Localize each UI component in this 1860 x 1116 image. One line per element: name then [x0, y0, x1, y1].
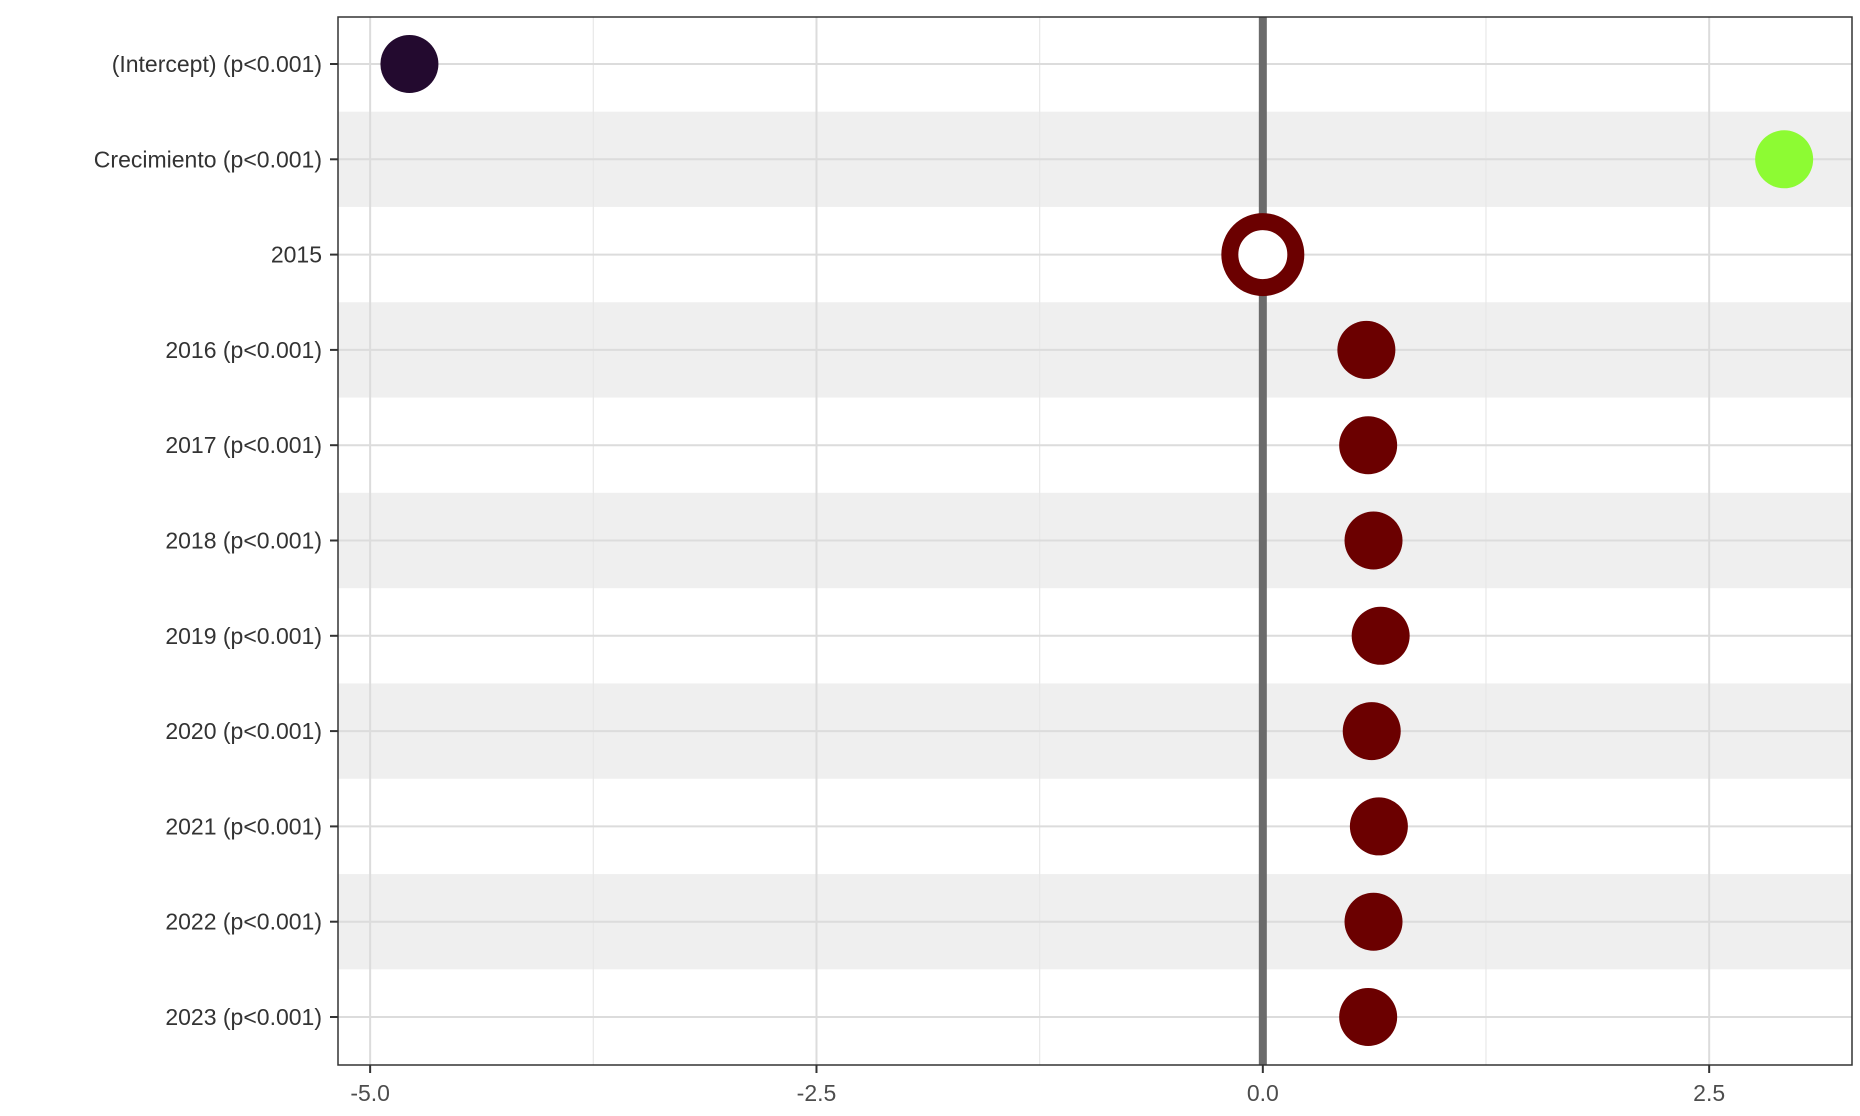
y-tick-label: 2023 (p<0.001)	[165, 1004, 322, 1030]
y-tick-label: (Intercept) (p<0.001)	[112, 51, 322, 77]
y-tick-label: 2017 (p<0.001)	[165, 432, 322, 458]
y-tick-label: 2020 (p<0.001)	[165, 718, 322, 744]
y-tick-label: 2015	[271, 242, 322, 268]
x-axis-labels: -5.0 -2.5 0.0 2.5	[350, 1065, 1725, 1106]
grid-lines	[338, 17, 1852, 1065]
x-tick-label: -5.0	[350, 1080, 390, 1106]
y-tick-label: 2019 (p<0.001)	[165, 623, 322, 649]
coefficient-point	[1337, 320, 1396, 379]
y-axis-labels: (Intercept) (p<0.001) Crecimiento (p<0.00…	[94, 51, 338, 1030]
coefficient-point	[1339, 988, 1398, 1046]
coefficient-point	[1755, 130, 1814, 189]
coefficient-point	[1344, 892, 1403, 951]
coefficient-point	[1342, 702, 1401, 761]
reference-level-point	[1221, 213, 1305, 297]
y-tick-label: 2021 (p<0.001)	[165, 813, 322, 839]
x-tick-label: 0.0	[1247, 1080, 1279, 1106]
coefficient-point	[1351, 606, 1410, 665]
y-tick-label: Crecimiento (p<0.001)	[94, 146, 322, 172]
y-tick-label: 2022 (p<0.001)	[165, 909, 322, 935]
x-tick-label: -2.5	[797, 1080, 837, 1106]
coefficient-point	[380, 35, 439, 93]
coefficient-point	[1344, 511, 1403, 570]
x-tick-label: 2.5	[1693, 1080, 1725, 1106]
y-tick-label: 2018 (p<0.001)	[165, 528, 322, 554]
coefficient-point	[1339, 416, 1398, 475]
y-tick-label: 2016 (p<0.001)	[165, 337, 322, 363]
coefficient-points	[380, 35, 1814, 1046]
coefficient-point	[1349, 797, 1408, 856]
